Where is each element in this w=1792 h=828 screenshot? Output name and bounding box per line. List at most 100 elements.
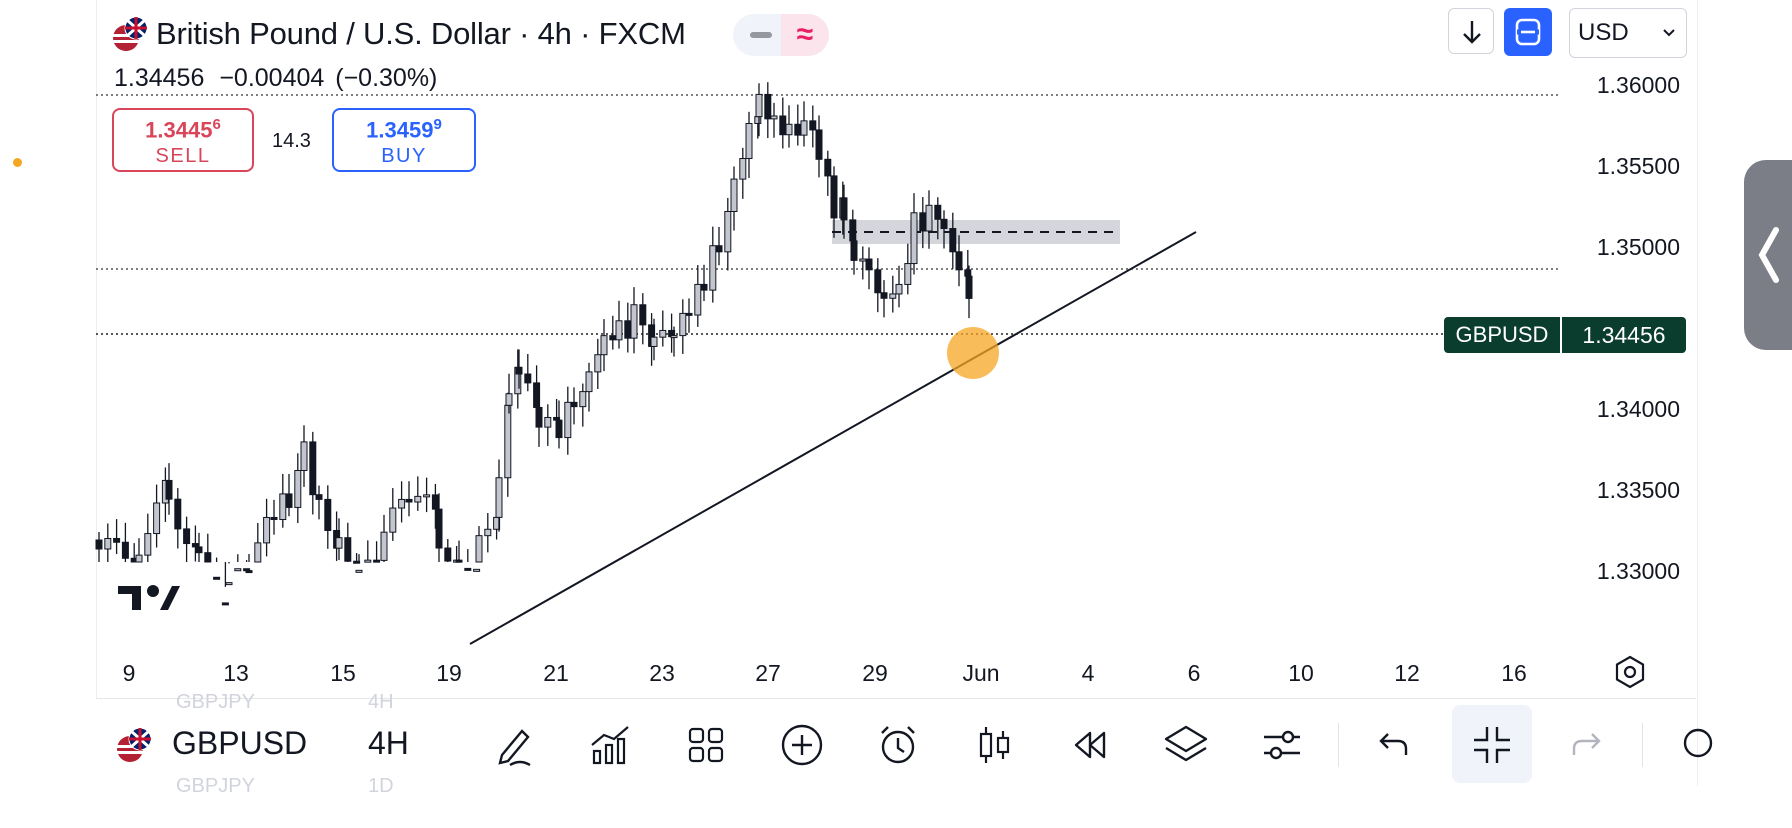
- candle-body: [955, 251, 963, 271]
- candles-group: [95, 82, 973, 606]
- candle-body: [600, 335, 608, 356]
- candle-body: [670, 335, 678, 339]
- sell-button[interactable]: 1.34456 SELL: [112, 108, 254, 172]
- undo-icon[interactable]: [1368, 721, 1416, 769]
- chevron-down-icon: [1662, 9, 1676, 77]
- orange-dot: [13, 158, 22, 167]
- redo-icon[interactable]: [1564, 721, 1612, 769]
- candle-body: [544, 416, 552, 428]
- candle-body: [800, 120, 808, 136]
- candle-body: [431, 494, 439, 510]
- bar-type-icon[interactable]: [970, 721, 1018, 769]
- price-change-pct: (−0.30%): [335, 64, 438, 92]
- pen-icon[interactable]: [490, 721, 538, 769]
- interval-button[interactable]: 4H: [368, 725, 409, 761]
- time-axis-label: 23: [649, 660, 675, 686]
- toolbar-divider: [1642, 723, 1643, 767]
- candle-body: [475, 535, 483, 563]
- gb-us-flag-icon: [112, 16, 148, 52]
- candle-body: [300, 441, 308, 472]
- candle-body: [504, 404, 512, 479]
- trendline[interactable]: [469, 231, 1197, 645]
- buy-label: BUY: [381, 145, 427, 168]
- side-panel-handle[interactable]: [1744, 160, 1792, 350]
- candle-body: [694, 283, 702, 316]
- price-axis-label: 1.35000: [1596, 234, 1680, 260]
- currency-value: USD: [1578, 19, 1629, 46]
- search-icon[interactable]: [1676, 721, 1724, 769]
- time-axis-label: 10: [1288, 660, 1314, 686]
- buy-price: 1.34599: [366, 116, 442, 143]
- symbol-button[interactable]: GBPUSD: [172, 725, 308, 761]
- candle-body: [353, 560, 361, 564]
- price-axis-label: 1.36000: [1596, 72, 1680, 98]
- ghost-next-symbol: GBPJPY: [176, 775, 255, 797]
- chart-canvas[interactable]: [95, 80, 1560, 645]
- candle-body: [964, 269, 972, 277]
- candle-body: [910, 212, 918, 265]
- spread-value: 14.3: [272, 130, 311, 152]
- candle-body: [225, 582, 233, 586]
- candle-body: [594, 354, 602, 373]
- candle-body: [398, 498, 406, 509]
- candle-body: [135, 554, 143, 563]
- candle-body: [165, 479, 173, 500]
- alert-icon[interactable]: [874, 721, 922, 769]
- candle-body: [779, 115, 787, 136]
- currency-select[interactable]: USD: [1569, 8, 1687, 58]
- candle-body: [730, 178, 738, 212]
- candle-body: [221, 602, 229, 606]
- candle-body: [524, 373, 532, 384]
- sell-label: SELL: [155, 145, 211, 168]
- candle-body: [739, 158, 747, 180]
- candle-body: [815, 129, 823, 160]
- touch-highlight: [947, 327, 999, 379]
- candle-body: [709, 245, 717, 291]
- candle-body: [889, 293, 897, 299]
- candle-body: [785, 123, 793, 136]
- templates-icon[interactable]: [682, 721, 730, 769]
- ghost-prev-interval: 4H: [368, 691, 394, 713]
- last-price: 1.34456: [114, 64, 205, 92]
- wave-icon: ≈: [781, 14, 829, 56]
- candle-body: [95, 539, 103, 550]
- candle-body: [113, 537, 121, 543]
- minus-icon: [750, 32, 772, 38]
- selection-mode-button[interactable]: [1504, 8, 1552, 56]
- candle-body: [315, 494, 323, 500]
- indicators-icon[interactable]: [586, 721, 634, 769]
- replay-icon[interactable]: [1066, 721, 1114, 769]
- candle-body: [925, 204, 933, 232]
- chart-type-toggle[interactable]: ≈: [733, 14, 829, 56]
- candle-body: [764, 93, 772, 120]
- axis-settings-button[interactable]: [1612, 654, 1648, 690]
- layers-icon[interactable]: [1162, 721, 1210, 769]
- time-axis-label: 12: [1394, 660, 1420, 686]
- candle-body: [755, 93, 763, 118]
- buy-button[interactable]: 1.34599 BUY: [332, 108, 476, 172]
- symbol-title[interactable]: British Pound / U.S. Dollar · 4h · FXCM: [156, 16, 686, 51]
- candle-body: [484, 528, 492, 537]
- collapse-icon[interactable]: [1468, 721, 1516, 769]
- time-axis-label: 21: [543, 660, 569, 686]
- candle-body: [609, 335, 617, 341]
- bottom-toolbar: GBPJPY 4H GBPJPY 1D GBPUSD 4H: [96, 691, 1713, 797]
- tradingview-watermark: [118, 585, 180, 610]
- candle-body: [564, 401, 572, 439]
- candle-body: [624, 320, 632, 339]
- candle-body: [859, 258, 867, 262]
- candle-body: [270, 516, 278, 521]
- candle-body: [865, 258, 873, 271]
- add-icon[interactable]: [778, 721, 826, 769]
- candle-body: [309, 441, 317, 496]
- candle-body: [934, 204, 942, 220]
- gb-us-flag-icon: [116, 727, 152, 763]
- candle-body: [770, 115, 778, 120]
- candle-body: [464, 567, 472, 571]
- download-button[interactable]: [1448, 8, 1494, 54]
- time-axis-label: 16: [1501, 660, 1527, 686]
- candle-body: [880, 292, 888, 299]
- candle-body: [919, 212, 927, 232]
- candle-body: [405, 498, 413, 503]
- settings-sliders-icon[interactable]: [1258, 721, 1306, 769]
